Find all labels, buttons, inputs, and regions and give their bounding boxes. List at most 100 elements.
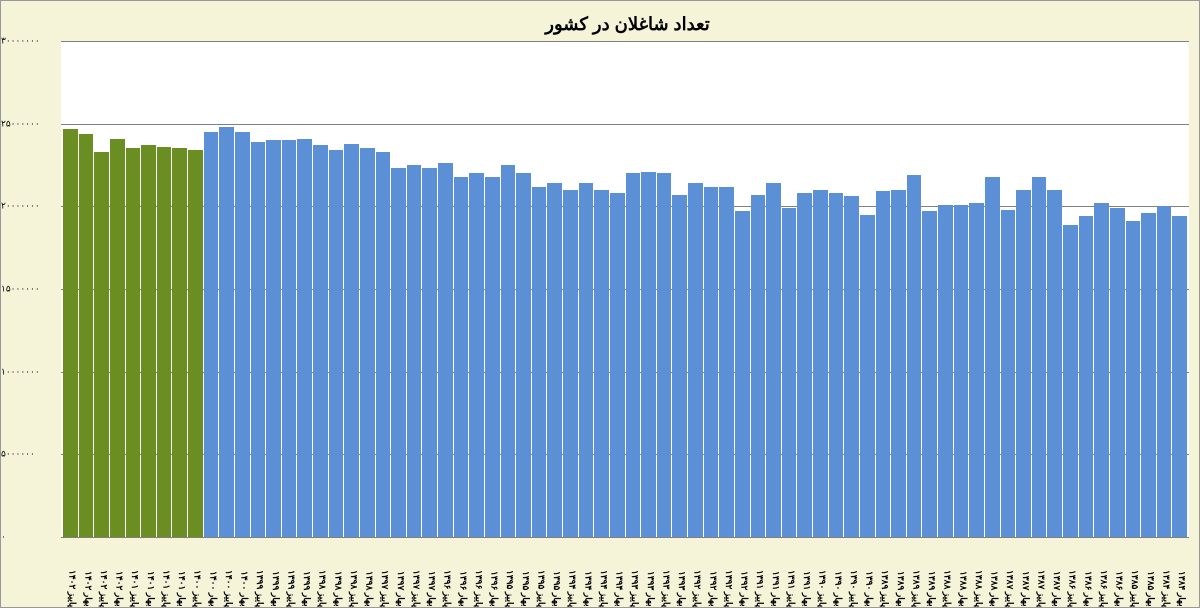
x-tick-label: بهار ۱۳۸۹ (922, 539, 937, 607)
bar (501, 165, 516, 537)
gridline (61, 537, 1189, 538)
bar (766, 183, 781, 537)
x-tick-label: بهار ۱۳۹۶ (485, 539, 500, 607)
x-tick-label: بهار ۱۳۸۸ (954, 539, 969, 607)
x-tick-label: پاییز ۱۳۸۴ (1157, 539, 1172, 607)
x-tick-label: بهار ۱۳۹۲ (735, 539, 750, 607)
x-tick-label: بهار ۱۴۰۲ (79, 539, 94, 607)
x-tick-label: پاییز ۱۳۹۶ (469, 539, 484, 607)
bar (516, 173, 531, 537)
x-tick-label: بهار ۱۳۹۰ (860, 539, 875, 607)
x-tick-label: بهار ۱۳۹۹ (297, 539, 312, 607)
x-tick-label: بهار ۱۳۹۵ (516, 539, 531, 607)
x-tick-label: پاییز ۱۴۰۰ (188, 539, 203, 607)
bar (1047, 190, 1062, 537)
bar (329, 150, 344, 537)
x-tick-label: بهار ۱۳۹۳ (641, 539, 656, 607)
x-tick-label: پاییز ۱۳۹۹ (282, 539, 297, 607)
bar (641, 172, 656, 537)
x-tick-label: پاییز ۱۳۹۶ (438, 539, 453, 607)
x-tick-label: بهار ۱۳۹۴ (579, 539, 594, 607)
bar (313, 145, 328, 537)
x-tick-label: بهار ۱۳۹۳ (672, 539, 687, 607)
x-tick-label: پاییز ۱۳۸۹ (907, 539, 922, 607)
x-tick-label: بهار ۱۳۸۴ (1172, 539, 1187, 607)
bar (672, 195, 687, 537)
x-tick-label: پاییز ۱۳۸۶ (1063, 539, 1078, 607)
bars-group (61, 41, 1189, 537)
bar (282, 140, 297, 537)
x-tick-label: بهار ۱۳۹۱ (797, 539, 812, 607)
x-tick-label: پاییز ۱۳۹۷ (376, 539, 391, 607)
bar (1157, 206, 1172, 537)
bar (532, 187, 547, 538)
x-tick-label: بهار ۱۴۰۰ (204, 539, 219, 607)
bar (907, 175, 922, 537)
bar (1094, 203, 1109, 537)
bar (610, 193, 625, 537)
bar (251, 142, 266, 537)
x-tick-label: بهار ۱۳۸۶ (1110, 539, 1125, 607)
bar (922, 211, 937, 537)
bar (1141, 213, 1156, 537)
bar (985, 177, 1000, 537)
bar (360, 148, 375, 537)
bar (579, 183, 594, 537)
y-tick-label: ۰ (1, 532, 51, 543)
bar (719, 187, 734, 538)
bar (1032, 177, 1047, 537)
bar (141, 145, 156, 537)
bar (844, 196, 859, 537)
bar (344, 144, 359, 537)
x-tick-label: بهار ۱۳۹۸ (360, 539, 375, 607)
bar (126, 148, 141, 537)
x-tick-label: بهار ۱۳۹۸ (329, 539, 344, 607)
x-tick-label: بهار ۱۳۸۸ (985, 539, 1000, 607)
bar (1172, 216, 1187, 537)
bar (751, 195, 766, 537)
x-tick-label: بهار ۱۳۹۷ (422, 539, 437, 607)
x-tick-label: پاییز ۱۳۹۹ (251, 539, 266, 607)
x-tick-label: پاییز ۱۳۸۸ (969, 539, 984, 607)
y-tick-label: ۵۰۰۰۰۰۰ (1, 449, 51, 460)
x-tick-label: بهار ۱۴۰۰ (235, 539, 250, 607)
x-tick-label: پاییز ۱۳۹۲ (719, 539, 734, 607)
bar (438, 163, 453, 537)
y-tick-label: ۲۰۰۰۰۰۰۰ (1, 201, 51, 212)
bar (860, 215, 875, 537)
x-tick-label: بهار ۱۳۸۷ (1016, 539, 1031, 607)
x-tick-label: پاییز ۱۳۸۷ (1032, 539, 1047, 607)
x-tick-label: پاییز ۱۳۹۵ (501, 539, 516, 607)
bar (391, 168, 406, 537)
bar (797, 193, 812, 537)
y-tick-label: ۳۰۰۰۰۰۰۰ (1, 36, 51, 47)
bar (266, 140, 281, 537)
x-tick-label: پاییز ۱۳۸۹ (876, 539, 891, 607)
bar (657, 173, 672, 537)
x-tick-label: پاییز ۱۳۹۴ (563, 539, 578, 607)
x-tick-label: بهار ۱۳۸۶ (1079, 539, 1094, 607)
x-tick-label: بهار ۱۳۹۲ (704, 539, 719, 607)
x-tick-label: پاییز ۱۳۹۷ (407, 539, 422, 607)
x-tick-label: پاییز ۱۴۰۱ (126, 539, 141, 607)
bar (219, 127, 234, 537)
bar (813, 190, 828, 537)
x-tick-label: بهار ۱۳۹۴ (610, 539, 625, 607)
bar (297, 139, 312, 537)
x-tick-label: بهار ۱۴۰۱ (141, 539, 156, 607)
x-tick-label: بهار ۱۳۹۱ (766, 539, 781, 607)
bar (157, 147, 172, 537)
bar (735, 211, 750, 537)
bar (172, 148, 187, 537)
bar (1126, 221, 1141, 537)
bar (188, 150, 203, 537)
x-tick-label: بهار ۱۳۸۹ (891, 539, 906, 607)
x-tick-label: پاییز ۱۳۹۸ (344, 539, 359, 607)
x-tick-label: پاییز ۱۳۸۸ (938, 539, 953, 607)
x-tick-label: پاییز ۱۳۸۶ (1094, 539, 1109, 607)
x-tick-label: بهار ۱۳۹۰ (829, 539, 844, 607)
x-tick-label: بهار ۱۴۰۲ (110, 539, 125, 607)
y-axis: ۰۵۰۰۰۰۰۰۱۰۰۰۰۰۰۰۱۵۰۰۰۰۰۰۲۰۰۰۰۰۰۰۲۵۰۰۰۰۰۰… (1, 41, 56, 537)
bar (204, 132, 219, 537)
bar (563, 190, 578, 537)
